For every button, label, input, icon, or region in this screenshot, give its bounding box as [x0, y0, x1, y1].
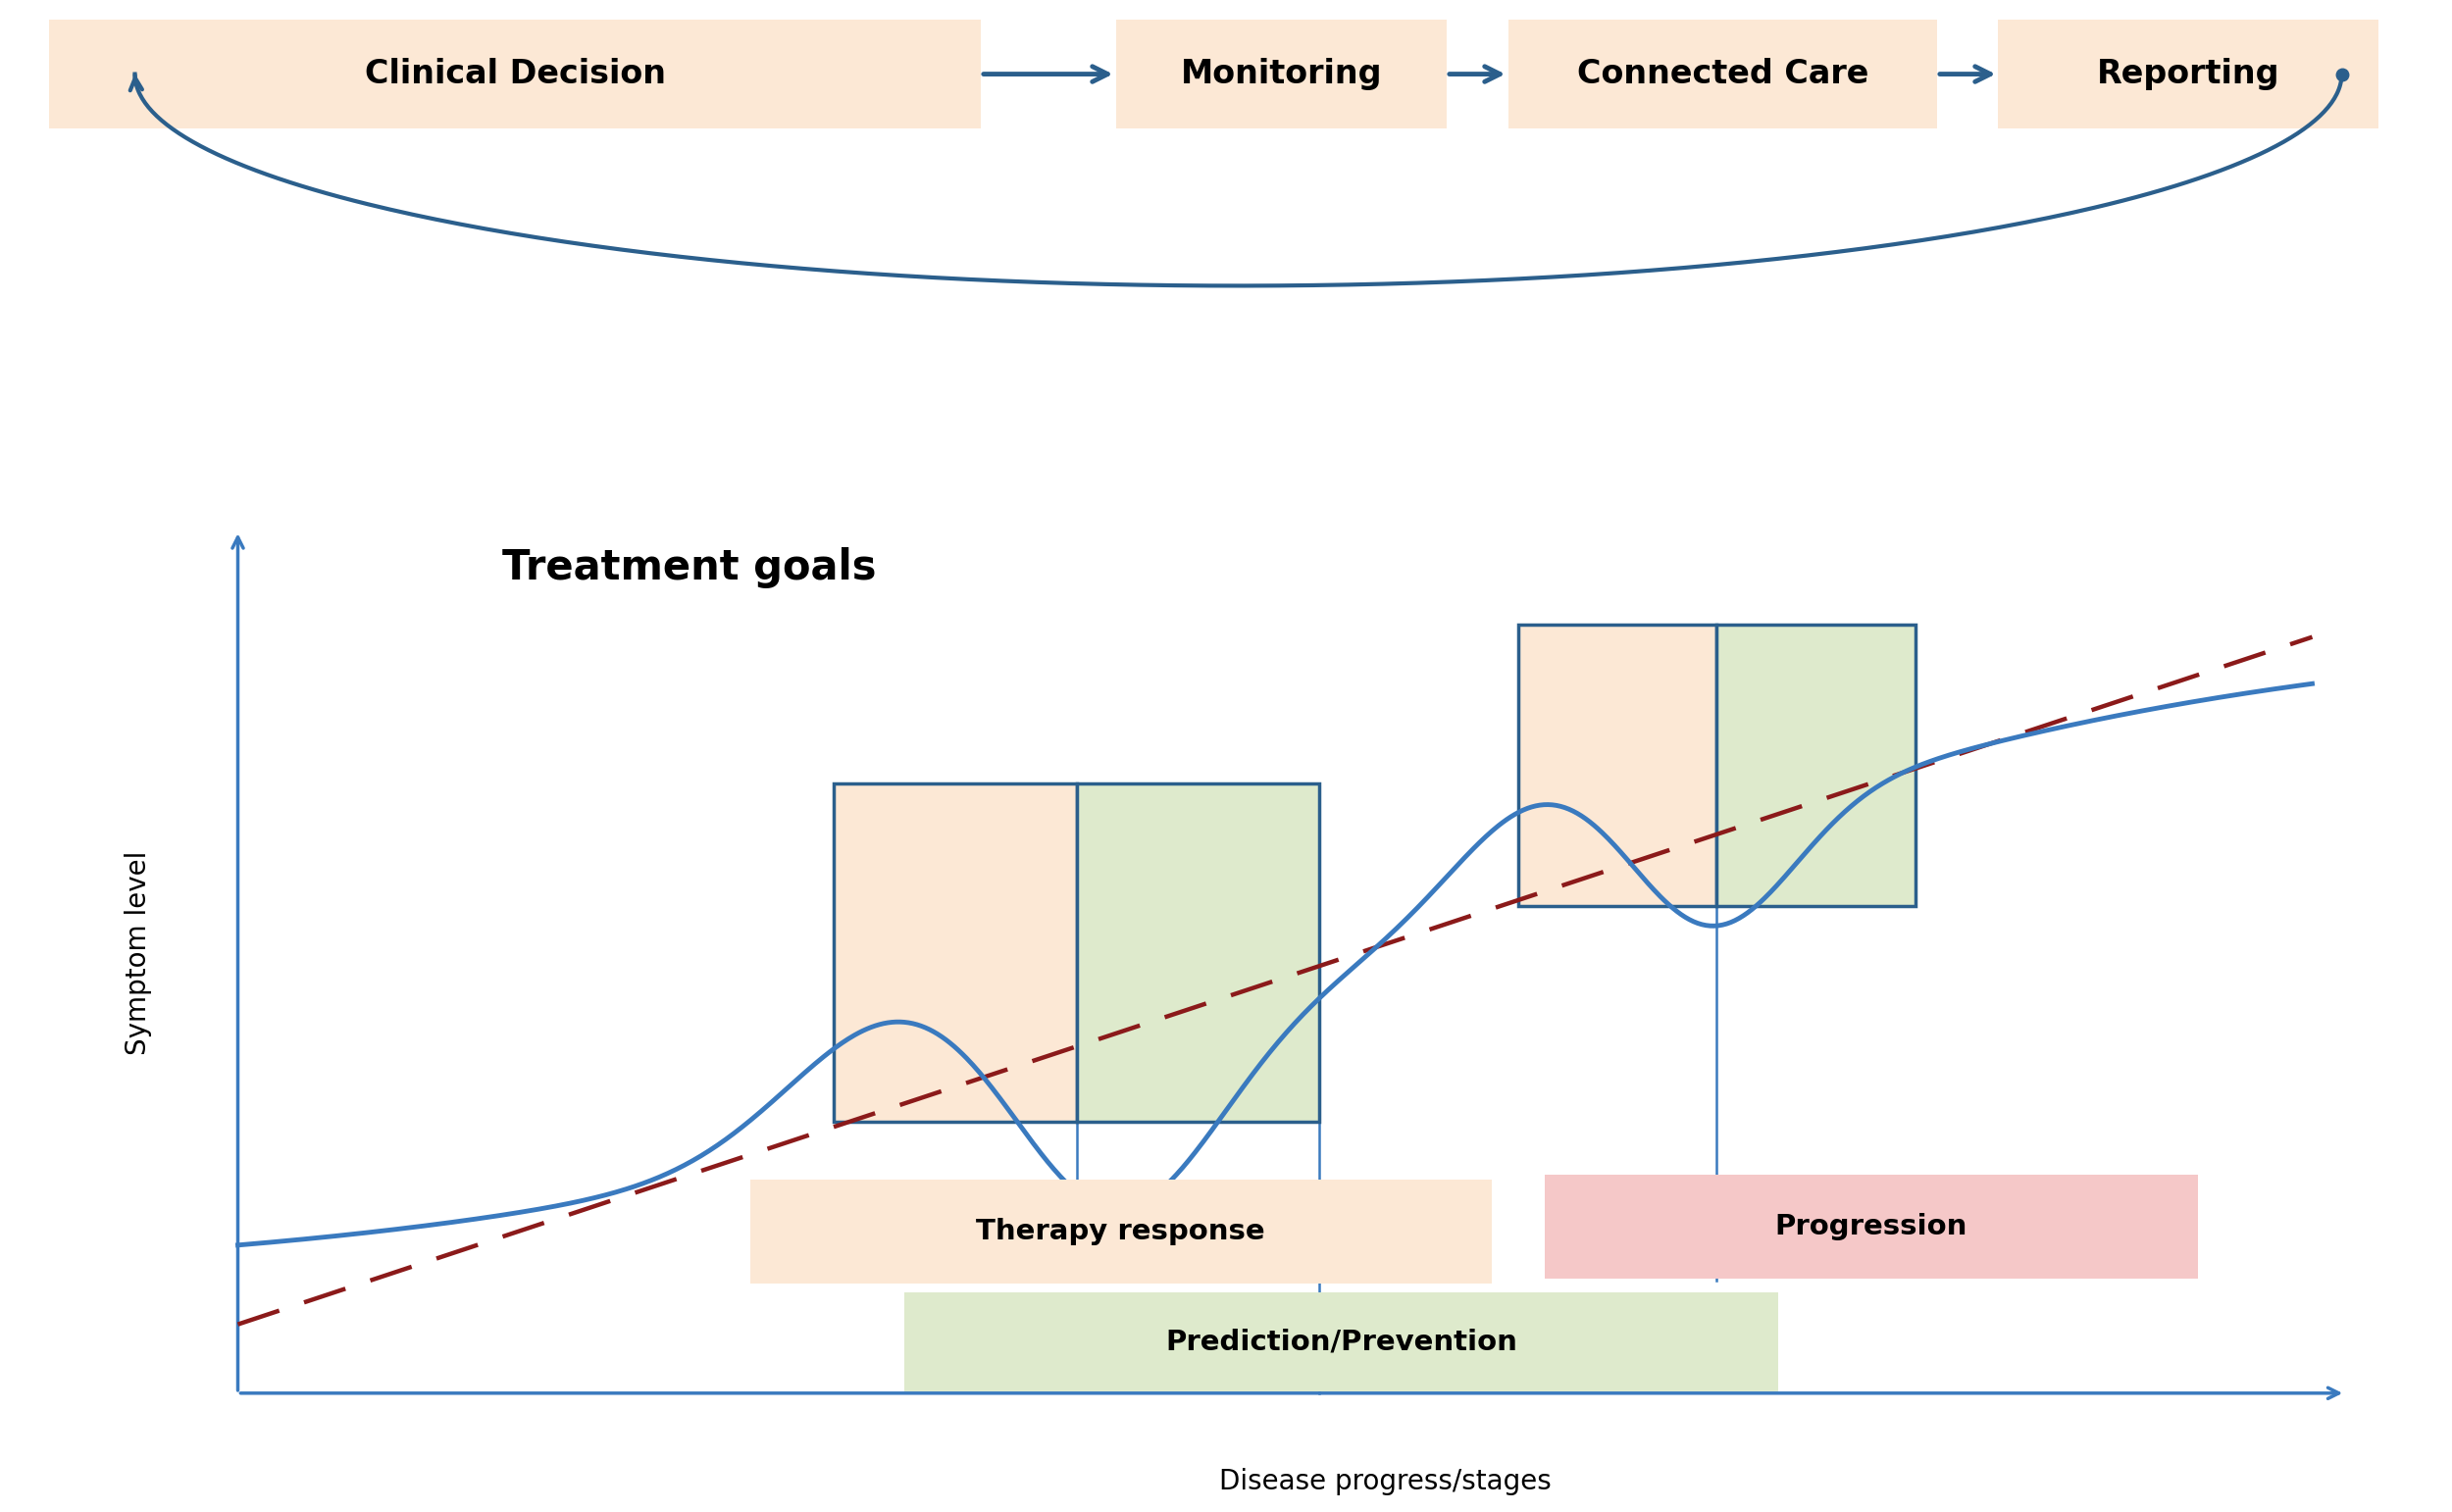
Text: Monitoring: Monitoring — [1179, 57, 1383, 91]
Bar — [1076, 783, 1319, 1122]
FancyBboxPatch shape — [905, 1291, 1778, 1391]
Bar — [1716, 624, 1915, 906]
Bar — [1518, 624, 1716, 906]
Bar — [834, 783, 1076, 1122]
FancyBboxPatch shape — [1508, 20, 1937, 129]
Text: Connected Care: Connected Care — [1577, 57, 1868, 91]
Text: Therapy response: Therapy response — [976, 1217, 1265, 1246]
Text: Symptom level: Symptom level — [125, 850, 152, 1055]
Text: Treatment goals: Treatment goals — [503, 547, 878, 588]
FancyBboxPatch shape — [750, 1179, 1491, 1284]
Text: Clinical Decision: Clinical Decision — [365, 57, 664, 91]
FancyBboxPatch shape — [1116, 20, 1447, 129]
Text: Prediction/Prevention: Prediction/Prevention — [1165, 1328, 1518, 1355]
Text: Reporting: Reporting — [2096, 57, 2280, 91]
Text: Progression: Progression — [1775, 1213, 1967, 1240]
FancyBboxPatch shape — [1998, 20, 2378, 129]
FancyBboxPatch shape — [1545, 1175, 2197, 1279]
FancyBboxPatch shape — [49, 20, 981, 129]
Text: Disease progress/stages: Disease progress/stages — [1219, 1468, 1552, 1495]
